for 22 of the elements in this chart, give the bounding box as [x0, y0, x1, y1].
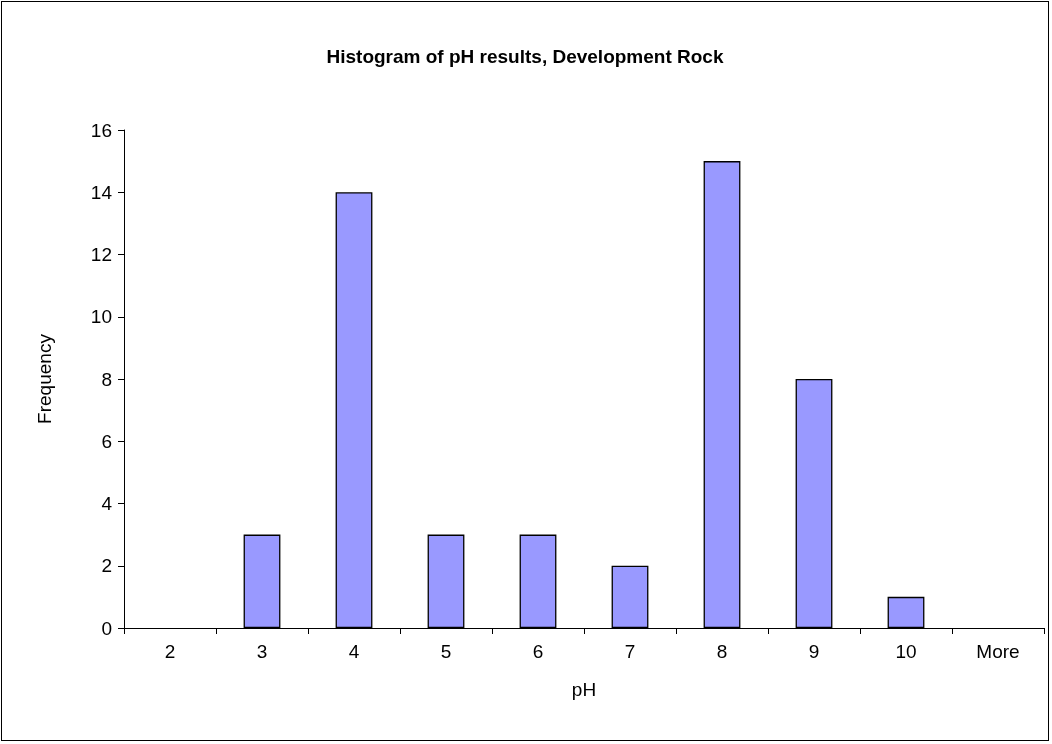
- y-axis-title: Frequency: [34, 333, 55, 424]
- x-tick-label: More: [976, 641, 1020, 662]
- x-tick-label: 9: [808, 641, 820, 662]
- y-tick-label: 6: [101, 430, 112, 452]
- y-tick-label: 12: [90, 244, 112, 265]
- x-tick-label: 6: [532, 641, 544, 662]
- y-tick-label: 14: [90, 181, 113, 203]
- chart-title: Histogram of pH results, Development Rock: [326, 46, 724, 67]
- x-axis-title: pH: [571, 679, 597, 700]
- x-tick-label: 8: [716, 641, 728, 662]
- x-tick-label: 4: [348, 641, 360, 662]
- x-tick-label: 2: [164, 641, 176, 662]
- y-tick-label: 0: [101, 617, 112, 639]
- y-tick-label: 2: [101, 555, 112, 577]
- y-tick-label: 8: [101, 368, 112, 390]
- y-tick-label: 4: [101, 493, 113, 514]
- x-tick-label: 10: [895, 641, 917, 662]
- x-tick-label: 7: [624, 641, 636, 662]
- y-tick-label: 16: [90, 119, 112, 141]
- y-tick-label: 10: [90, 306, 112, 328]
- x-tick-label: 3: [256, 641, 268, 662]
- x-tick-label: 5: [440, 641, 452, 662]
